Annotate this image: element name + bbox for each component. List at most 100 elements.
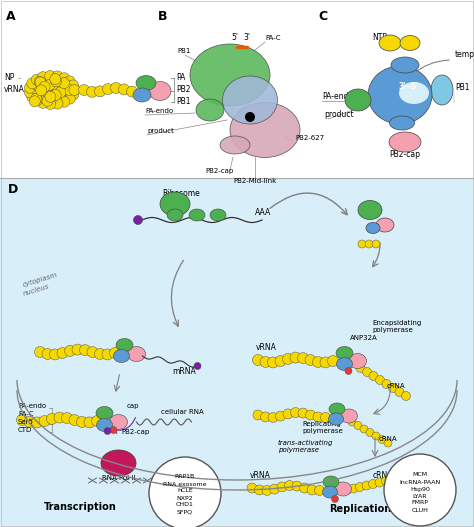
Circle shape bbox=[395, 387, 404, 396]
Text: RNA Pol II: RNA Pol II bbox=[102, 475, 135, 481]
Text: PB2-627: PB2-627 bbox=[295, 135, 324, 141]
Ellipse shape bbox=[337, 357, 353, 370]
Circle shape bbox=[69, 84, 80, 95]
Circle shape bbox=[37, 97, 48, 109]
Ellipse shape bbox=[116, 338, 133, 352]
Circle shape bbox=[68, 80, 79, 91]
Circle shape bbox=[134, 216, 143, 225]
Circle shape bbox=[275, 356, 286, 367]
Circle shape bbox=[69, 84, 80, 95]
Text: 5': 5' bbox=[410, 82, 418, 91]
Circle shape bbox=[34, 86, 45, 97]
Circle shape bbox=[290, 352, 301, 363]
Circle shape bbox=[51, 76, 62, 87]
Circle shape bbox=[277, 482, 287, 492]
Text: RNA exosome: RNA exosome bbox=[163, 482, 207, 486]
Circle shape bbox=[80, 345, 91, 356]
Ellipse shape bbox=[431, 75, 453, 105]
Ellipse shape bbox=[376, 218, 394, 232]
Circle shape bbox=[63, 88, 74, 99]
Circle shape bbox=[354, 422, 362, 430]
Circle shape bbox=[328, 356, 338, 367]
Circle shape bbox=[53, 83, 64, 94]
Circle shape bbox=[306, 410, 316, 420]
Circle shape bbox=[31, 79, 42, 90]
Circle shape bbox=[372, 240, 380, 248]
Text: cellular RNA: cellular RNA bbox=[162, 409, 204, 415]
Text: CLUH: CLUH bbox=[411, 508, 428, 512]
Circle shape bbox=[42, 95, 53, 106]
Circle shape bbox=[59, 84, 70, 95]
Circle shape bbox=[52, 82, 63, 93]
Circle shape bbox=[94, 86, 106, 97]
Text: C: C bbox=[318, 10, 327, 23]
Circle shape bbox=[38, 79, 49, 90]
Text: 3': 3' bbox=[398, 82, 406, 91]
Circle shape bbox=[31, 90, 42, 101]
Circle shape bbox=[388, 475, 397, 484]
Text: PB2-Mid-link: PB2-Mid-link bbox=[233, 178, 277, 184]
Circle shape bbox=[64, 345, 75, 356]
Ellipse shape bbox=[196, 99, 224, 121]
Circle shape bbox=[34, 83, 45, 94]
Circle shape bbox=[104, 427, 111, 434]
Ellipse shape bbox=[322, 486, 337, 498]
Text: cRNA: cRNA bbox=[386, 383, 405, 389]
Circle shape bbox=[62, 413, 73, 424]
Circle shape bbox=[87, 347, 98, 357]
Bar bbox=[0, 178, 474, 527]
Circle shape bbox=[50, 90, 61, 101]
Circle shape bbox=[56, 75, 67, 86]
Ellipse shape bbox=[328, 413, 344, 425]
Circle shape bbox=[54, 412, 65, 423]
Circle shape bbox=[348, 418, 356, 426]
Circle shape bbox=[42, 87, 53, 99]
Circle shape bbox=[378, 435, 386, 444]
Circle shape bbox=[59, 96, 70, 107]
Ellipse shape bbox=[167, 209, 183, 221]
Text: PB1: PB1 bbox=[177, 48, 191, 54]
Text: PA-endo: PA-endo bbox=[18, 403, 46, 409]
Circle shape bbox=[58, 77, 70, 89]
Circle shape bbox=[45, 91, 56, 102]
Circle shape bbox=[365, 240, 373, 248]
Circle shape bbox=[362, 481, 371, 490]
Circle shape bbox=[50, 81, 61, 92]
Ellipse shape bbox=[336, 346, 353, 359]
Circle shape bbox=[41, 92, 52, 103]
Circle shape bbox=[54, 78, 64, 89]
Circle shape bbox=[375, 478, 384, 487]
Circle shape bbox=[382, 476, 391, 485]
Text: PB2-cap: PB2-cap bbox=[121, 429, 150, 435]
Circle shape bbox=[42, 348, 53, 359]
Circle shape bbox=[51, 95, 62, 106]
Circle shape bbox=[384, 439, 392, 447]
Circle shape bbox=[45, 71, 55, 82]
Text: cap: cap bbox=[127, 403, 139, 409]
Circle shape bbox=[283, 409, 293, 419]
Circle shape bbox=[247, 483, 257, 493]
Ellipse shape bbox=[210, 209, 226, 221]
Circle shape bbox=[46, 413, 57, 424]
Text: LYAR: LYAR bbox=[413, 493, 427, 499]
Circle shape bbox=[291, 407, 301, 417]
Text: ANP32A: ANP32A bbox=[349, 335, 377, 341]
Circle shape bbox=[35, 77, 46, 88]
Ellipse shape bbox=[358, 200, 382, 220]
Circle shape bbox=[149, 457, 221, 527]
Text: CTD: CTD bbox=[18, 427, 32, 433]
Text: AAA: AAA bbox=[255, 208, 271, 217]
Circle shape bbox=[253, 355, 264, 366]
Ellipse shape bbox=[97, 418, 112, 432]
Text: mRNA: mRNA bbox=[173, 367, 196, 376]
Circle shape bbox=[31, 95, 42, 106]
Text: PB1: PB1 bbox=[176, 96, 191, 105]
Circle shape bbox=[300, 483, 310, 493]
Circle shape bbox=[366, 428, 374, 436]
Circle shape bbox=[262, 485, 272, 495]
Ellipse shape bbox=[101, 450, 136, 476]
Text: vRNA: vRNA bbox=[256, 343, 277, 352]
Circle shape bbox=[86, 86, 98, 97]
Circle shape bbox=[39, 81, 50, 92]
Circle shape bbox=[35, 81, 46, 92]
